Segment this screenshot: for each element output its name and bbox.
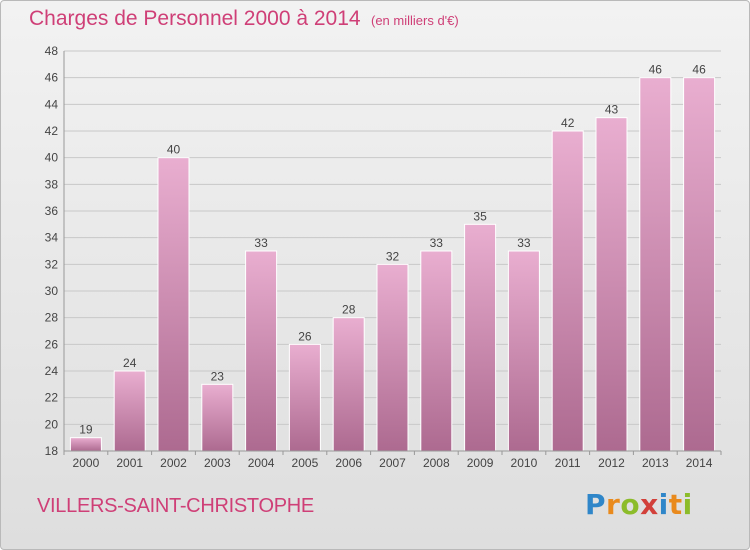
bar-2007 bbox=[376, 263, 409, 452]
x-tick-label: 2005 bbox=[292, 456, 319, 470]
proxiti-logo: Proxiti bbox=[585, 488, 693, 521]
y-tick-label: 36 bbox=[45, 204, 59, 218]
x-tick-label: 2008 bbox=[423, 456, 450, 470]
y-tick-label: 26 bbox=[45, 337, 59, 351]
data-label: 24 bbox=[123, 356, 137, 370]
bar-2011 bbox=[551, 130, 584, 452]
logo-letter: o bbox=[620, 488, 641, 521]
y-tick-label: 46 bbox=[45, 71, 59, 85]
bar-2001 bbox=[113, 370, 146, 452]
logo-letter: P bbox=[585, 488, 607, 521]
y-tick-label: 34 bbox=[45, 231, 59, 245]
data-label: 43 bbox=[605, 103, 619, 117]
y-tick-label: 22 bbox=[45, 391, 59, 405]
x-tick-label: 2007 bbox=[379, 456, 406, 470]
data-label: 46 bbox=[649, 63, 663, 77]
logo-letter: t bbox=[668, 488, 683, 521]
data-label: 26 bbox=[298, 329, 312, 343]
logo-letter: r bbox=[606, 488, 621, 521]
bar-2002 bbox=[157, 157, 190, 452]
x-tick-label: 2006 bbox=[335, 456, 362, 470]
x-tick-label: 2003 bbox=[204, 456, 231, 470]
y-tick-label: 20 bbox=[45, 417, 59, 431]
x-tick-label: 2013 bbox=[642, 456, 669, 470]
x-tick-label: 2002 bbox=[160, 456, 187, 470]
logo-letter: x bbox=[640, 488, 659, 521]
bar-2004 bbox=[245, 250, 278, 452]
label-layer: 18 20 22 24 26 28 30 32 34 36 38 40 42 44 46 48 19 2000 24… bbox=[45, 44, 713, 470]
data-label: 23 bbox=[211, 369, 225, 383]
x-tick-label: 2004 bbox=[248, 456, 275, 470]
y-tick-label: 32 bbox=[45, 257, 59, 271]
x-tick-label: 2010 bbox=[511, 456, 538, 470]
y-tick-label: 40 bbox=[45, 151, 59, 165]
data-label: 32 bbox=[386, 249, 400, 263]
bar-2006 bbox=[332, 317, 365, 452]
y-tick-label: 48 bbox=[45, 44, 59, 58]
chart-title: Charges de Personnel 2000 à 2014 bbox=[29, 7, 361, 30]
x-tick-label: 2000 bbox=[73, 456, 100, 470]
bar-2009 bbox=[464, 223, 497, 452]
y-tick-label: 18 bbox=[45, 444, 59, 458]
x-tick-label: 2012 bbox=[598, 456, 625, 470]
y-tick-label: 44 bbox=[45, 97, 59, 111]
bar-2005 bbox=[288, 343, 321, 452]
bar-2012 bbox=[595, 117, 628, 452]
data-label: 19 bbox=[79, 423, 93, 437]
x-tick-label: 2009 bbox=[467, 456, 494, 470]
y-tick-label: 42 bbox=[45, 124, 59, 138]
location-name: VILLERS-SAINT-CHRISTOPHE bbox=[37, 495, 314, 517]
data-label: 35 bbox=[473, 209, 487, 223]
data-label: 33 bbox=[430, 236, 444, 250]
x-tick-label: 2014 bbox=[686, 456, 713, 470]
y-tick-label: 28 bbox=[45, 311, 59, 325]
data-label: 28 bbox=[342, 303, 356, 317]
bar-2014 bbox=[683, 77, 716, 452]
data-label: 46 bbox=[692, 63, 706, 77]
chart-subtitle: (en milliers d'€) bbox=[371, 13, 459, 28]
bar-2008 bbox=[420, 250, 453, 452]
bar-2010 bbox=[507, 250, 540, 452]
data-label: 33 bbox=[254, 236, 268, 250]
x-tick-label: 2011 bbox=[555, 456, 581, 470]
axis-layer bbox=[63, 51, 722, 455]
y-tick-label: 30 bbox=[45, 284, 59, 298]
bar-2013 bbox=[639, 77, 672, 452]
bar-layer bbox=[69, 77, 716, 452]
bar-2000 bbox=[69, 437, 102, 452]
logo-letter: i bbox=[658, 488, 669, 521]
data-label: 40 bbox=[167, 143, 181, 157]
x-tick-label: 2001 bbox=[116, 456, 143, 470]
bar-2003 bbox=[201, 383, 234, 452]
data-label: 42 bbox=[561, 116, 575, 130]
y-tick-label: 24 bbox=[45, 364, 59, 378]
logo-letter: i bbox=[682, 488, 693, 521]
y-tick-label: 38 bbox=[45, 177, 59, 191]
data-label: 33 bbox=[517, 236, 531, 250]
